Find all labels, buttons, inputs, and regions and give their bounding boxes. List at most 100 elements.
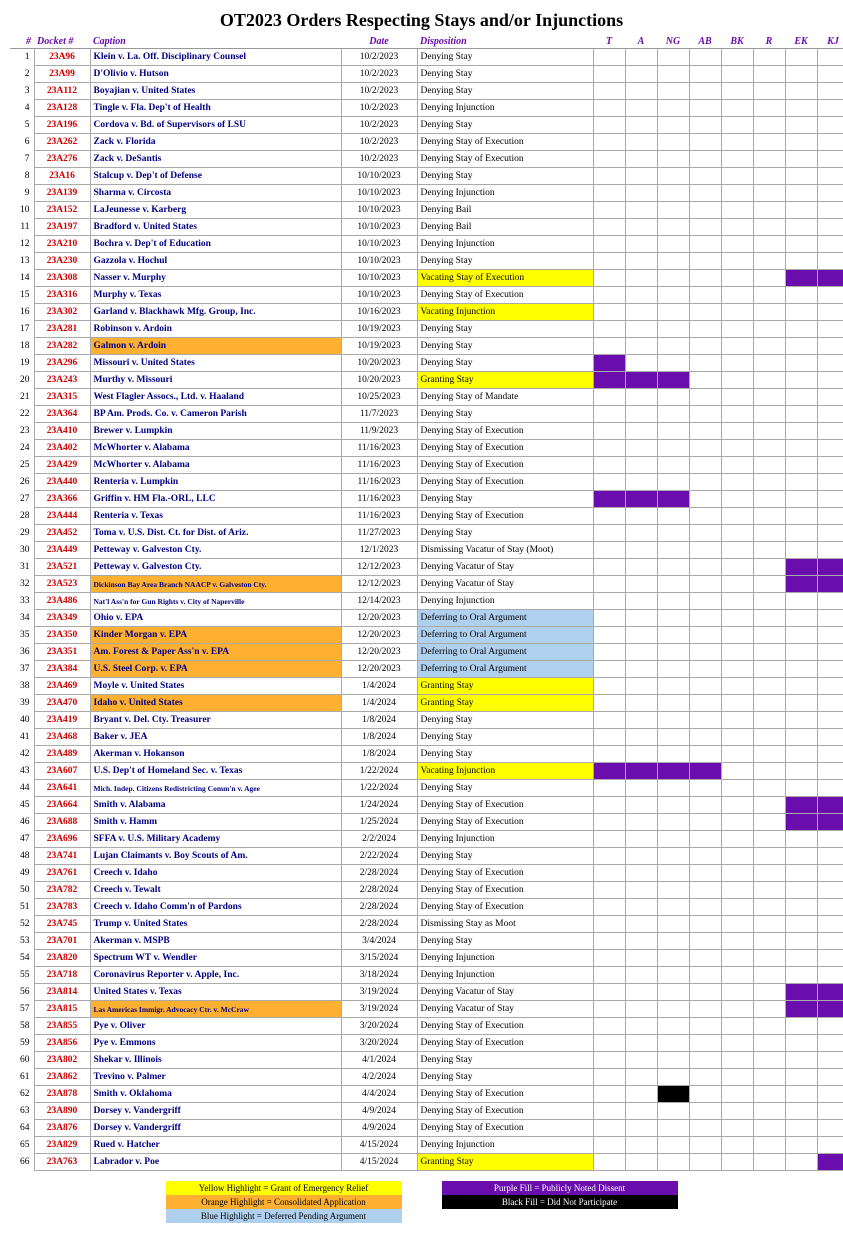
cell-justice-NG	[657, 491, 689, 508]
cell-caption: Stalcup v. Dep't of Defense	[90, 168, 341, 185]
table-row: 4423A641Mich. Indep. Citizens Redistrict…	[10, 780, 843, 797]
cell-caption: Missouri v. United States	[90, 355, 341, 372]
cell-justice-R	[753, 185, 785, 202]
cell-caption: Baker v. JEA	[90, 729, 341, 746]
cell-date: 4/15/2024	[341, 1137, 417, 1154]
cell-justice-KJ	[817, 1086, 843, 1103]
cell-disp: Denying Stay	[417, 117, 593, 134]
cell-justice-BK	[721, 763, 753, 780]
cell-justice-EK	[785, 797, 817, 814]
cell-num: 63	[10, 1103, 34, 1120]
cell-disp: Granting Stay	[417, 695, 593, 712]
cell-disp: Deferring to Oral Argument	[417, 627, 593, 644]
cell-justice-T	[593, 933, 625, 950]
cell-justice-AB	[689, 321, 721, 338]
cell-disp: Denying Vacatur of Stay	[417, 576, 593, 593]
cell-justice-EK	[785, 236, 817, 253]
cell-date: 1/22/2024	[341, 763, 417, 780]
cell-justice-AB	[689, 134, 721, 151]
cell-docket: 23A444	[34, 508, 90, 525]
table-row: 1223A210Bochra v. Dep't of Education10/1…	[10, 236, 843, 253]
table-row: 1523A316Murphy v. Texas10/10/2023Denying…	[10, 287, 843, 304]
cell-justice-BK	[721, 117, 753, 134]
table-row: 5223A745Trump v. United States2/28/2024D…	[10, 916, 843, 933]
cell-justice-AB	[689, 270, 721, 287]
cell-justice-R	[753, 1103, 785, 1120]
cell-justice-R	[753, 916, 785, 933]
cell-justice-T	[593, 763, 625, 780]
cell-disp: Denying Stay	[417, 1069, 593, 1086]
cell-caption: Zack v. Florida	[90, 134, 341, 151]
cell-caption: Dorsey v. Vandergriff	[90, 1103, 341, 1120]
cell-num: 28	[10, 508, 34, 525]
cell-docket: 23A701	[34, 933, 90, 950]
cell-justice-KJ	[817, 287, 843, 304]
table-row: 223A99D'Olivio v. Hutson10/2/2023Denying…	[10, 66, 843, 83]
cell-justice-BK	[721, 304, 753, 321]
cell-justice-R	[753, 797, 785, 814]
cell-disp: Denying Stay of Execution	[417, 134, 593, 151]
cell-justice-AB	[689, 1137, 721, 1154]
cell-justice-T	[593, 593, 625, 610]
cell-date: 10/16/2023	[341, 304, 417, 321]
cell-justice-R	[753, 355, 785, 372]
cell-justice-T	[593, 644, 625, 661]
cell-justice-R	[753, 712, 785, 729]
cell-disp: Vacating Injunction	[417, 763, 593, 780]
cell-docket: 23A890	[34, 1103, 90, 1120]
table-row: 3623A351Am. Forest & Paper Ass'n v. EPA1…	[10, 644, 843, 661]
cell-num: 36	[10, 644, 34, 661]
cell-disp: Denying Stay of Execution	[417, 797, 593, 814]
cell-justice-T	[593, 882, 625, 899]
cell-justice-NG	[657, 1086, 689, 1103]
cell-num: 19	[10, 355, 34, 372]
cell-justice-NG	[657, 1001, 689, 1018]
cell-justice-BK	[721, 899, 753, 916]
cell-justice-BK	[721, 780, 753, 797]
cell-justice-R	[753, 882, 785, 899]
cell-justice-AB	[689, 542, 721, 559]
cell-justice-EK	[785, 542, 817, 559]
cell-docket: 23A276	[34, 151, 90, 168]
cell-justice-BK	[721, 865, 753, 882]
cell-justice-R	[753, 627, 785, 644]
cell-justice-R	[753, 457, 785, 474]
table-row: 2223A364BP Am. Prods. Co. v. Cameron Par…	[10, 406, 843, 423]
table-row: 4523A664Smith v. Alabama1/24/2024Denying…	[10, 797, 843, 814]
cell-justice-T	[593, 66, 625, 83]
cell-date: 10/2/2023	[341, 134, 417, 151]
col-justice-BK: BK	[721, 35, 753, 49]
cell-caption: Dorsey v. Vandergriff	[90, 1120, 341, 1137]
cell-justice-A	[625, 457, 657, 474]
legend-blue: Blue Highlight = Deferred Pending Argume…	[166, 1209, 402, 1223]
cell-num: 22	[10, 406, 34, 423]
cell-justice-AB	[689, 933, 721, 950]
cell-caption: McWhorter v. Alabama	[90, 440, 341, 457]
cell-justice-T	[593, 406, 625, 423]
cell-justice-NG	[657, 321, 689, 338]
cell-justice-KJ	[817, 1103, 843, 1120]
col-justice-T: T	[593, 35, 625, 49]
cell-justice-NG	[657, 304, 689, 321]
table-row: 6423A876Dorsey v. Vandergriff4/9/2024Den…	[10, 1120, 843, 1137]
cell-justice-BK	[721, 151, 753, 168]
cell-justice-NG	[657, 83, 689, 100]
cell-justice-KJ	[817, 678, 843, 695]
cell-justice-KJ	[817, 100, 843, 117]
cell-justice-KJ	[817, 253, 843, 270]
cell-justice-AB	[689, 236, 721, 253]
cell-disp: Denying Stay of Execution	[417, 1035, 593, 1052]
cell-justice-AB	[689, 185, 721, 202]
cell-caption: Sharma v. Circosta	[90, 185, 341, 202]
cell-num: 64	[10, 1120, 34, 1137]
cell-docket: 23A452	[34, 525, 90, 542]
cell-caption: Ohio v. EPA	[90, 610, 341, 627]
cell-justice-AB	[689, 967, 721, 984]
cell-justice-EK	[785, 134, 817, 151]
cell-justice-R	[753, 1137, 785, 1154]
cell-num: 31	[10, 559, 34, 576]
cell-justice-AB	[689, 1035, 721, 1052]
cell-date: 10/2/2023	[341, 83, 417, 100]
cell-justice-EK	[785, 746, 817, 763]
table-row: 1923A296Missouri v. United States10/20/2…	[10, 355, 843, 372]
